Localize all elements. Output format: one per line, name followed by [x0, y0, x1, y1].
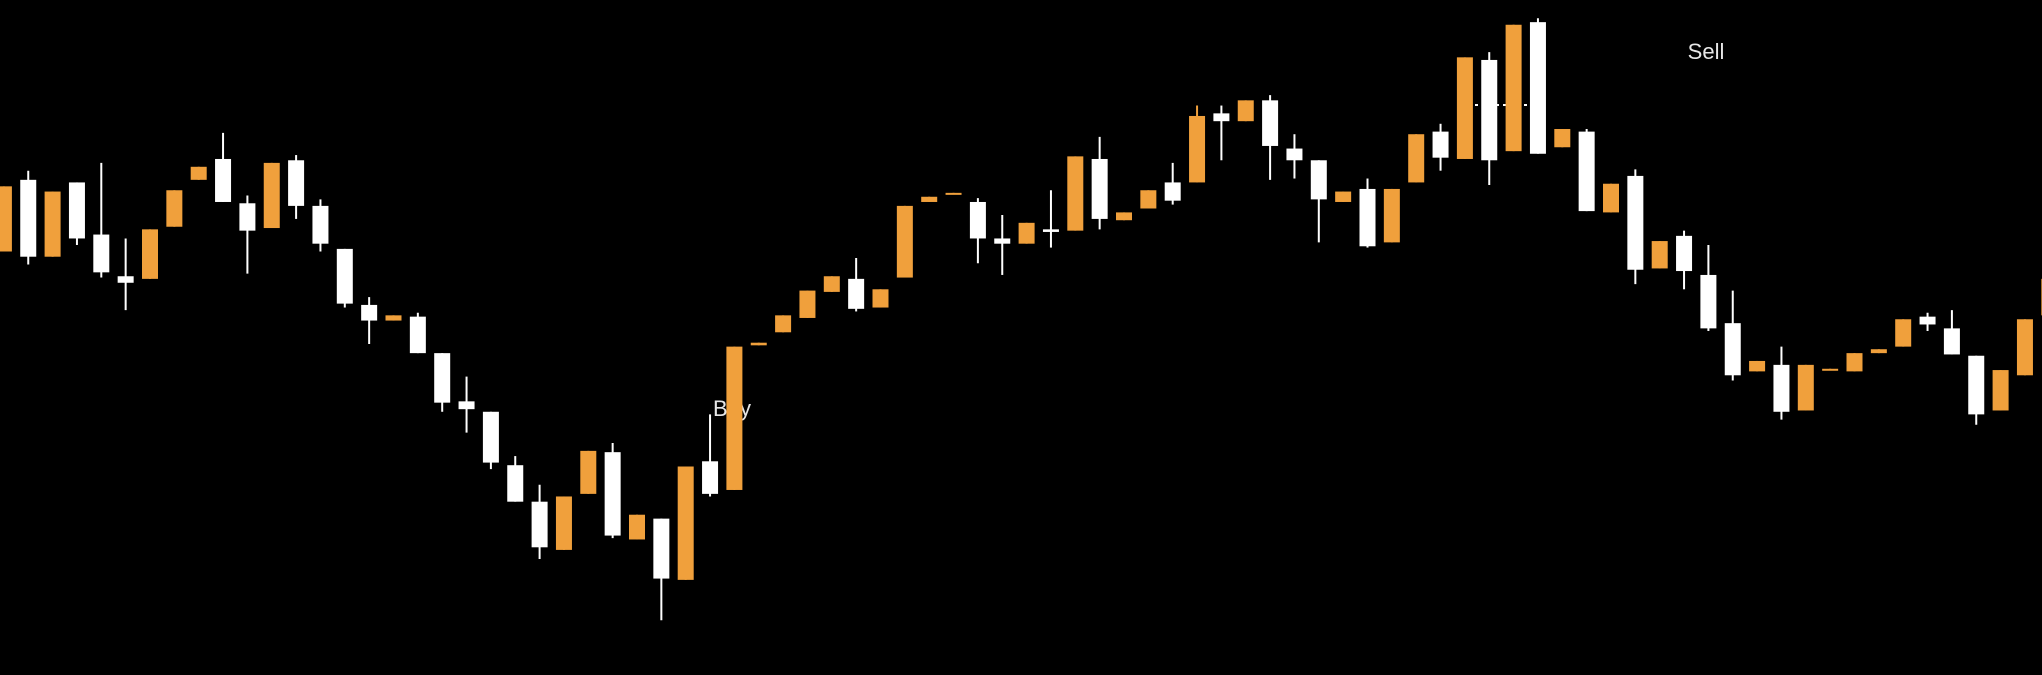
candle-body [1603, 183, 1619, 213]
candle-body [361, 304, 378, 321]
candle-body [458, 401, 475, 410]
candle-body [1870, 349, 1887, 354]
candle-body [44, 191, 61, 257]
candle-body [2016, 319, 2033, 376]
candle-body [750, 342, 767, 346]
candle-body [1091, 158, 1108, 219]
candle-body [190, 166, 207, 180]
candle-body [1529, 22, 1546, 154]
candle-body [312, 205, 329, 244]
candle-body [0, 186, 12, 252]
candle-body [1359, 188, 1376, 247]
candle-body [434, 353, 451, 403]
candle-body [1797, 364, 1814, 411]
candle-body [969, 201, 986, 239]
candle-body [1383, 188, 1400, 243]
candle-body [1968, 355, 1985, 415]
candle-body [1895, 319, 1912, 347]
candle-body [921, 196, 938, 202]
candle-body [1749, 360, 1766, 372]
candle-body [1651, 241, 1668, 269]
candle-body [604, 452, 621, 536]
candle-body [215, 158, 232, 202]
candle-body [263, 162, 280, 229]
candle-body [1992, 370, 2009, 411]
candle-body [1042, 229, 1059, 232]
candle-body [799, 290, 816, 318]
candle-body [1408, 134, 1425, 183]
candle-body [336, 248, 353, 304]
candle-body [580, 450, 597, 494]
candle-body [1919, 316, 1936, 325]
candle-body [1286, 148, 1303, 161]
candle-body [1700, 274, 1717, 329]
candle-body [629, 514, 645, 540]
candle-body [555, 496, 572, 550]
candle-body [994, 238, 1011, 244]
candle-body [1676, 235, 1693, 272]
candle-body [653, 518, 670, 579]
candle-body [702, 461, 719, 494]
candle-body [823, 276, 840, 292]
candle-body [166, 190, 183, 227]
candle-body [1116, 212, 1132, 221]
annotation: Sell [1688, 39, 1725, 64]
candle-body [239, 203, 256, 231]
candle-body [1627, 175, 1644, 270]
candle-body [1310, 160, 1327, 200]
candle-body [482, 411, 499, 463]
candle-body [1432, 131, 1449, 158]
candle-body [1724, 323, 1741, 376]
candle-body [775, 315, 792, 333]
candle-body [288, 160, 305, 206]
candle-body [1578, 131, 1595, 212]
candle-body [531, 501, 548, 548]
candle-body [1846, 353, 1863, 372]
candle-body [677, 466, 694, 580]
candle-body [1481, 59, 1498, 161]
candle-body [1164, 182, 1181, 201]
candle-body [507, 465, 524, 502]
candle-body [1140, 190, 1157, 209]
candle-body [1943, 328, 1960, 355]
candle-body [1237, 100, 1254, 122]
candle-body [20, 179, 37, 257]
candle-body [1822, 368, 1839, 371]
candle-body [409, 316, 426, 354]
candle-body [1554, 129, 1571, 148]
candle-body [1018, 222, 1035, 244]
candle-body [896, 205, 913, 278]
candle-body [945, 192, 962, 195]
candle-body [1067, 156, 1084, 231]
candle-body [1189, 115, 1206, 183]
candle-body [726, 346, 743, 490]
candle-body [1456, 57, 1473, 159]
candle-body [68, 182, 85, 239]
candle-body [1335, 191, 1352, 202]
candle-body [93, 234, 110, 273]
candle-body [1773, 364, 1790, 412]
candle-body [385, 315, 402, 321]
candle-body [1262, 100, 1279, 146]
candle-body [872, 289, 889, 308]
candle-body [1505, 24, 1522, 152]
candle-body [848, 278, 865, 309]
candle-body [1213, 113, 1230, 122]
candle-body [117, 276, 134, 283]
candle-body [142, 229, 158, 279]
